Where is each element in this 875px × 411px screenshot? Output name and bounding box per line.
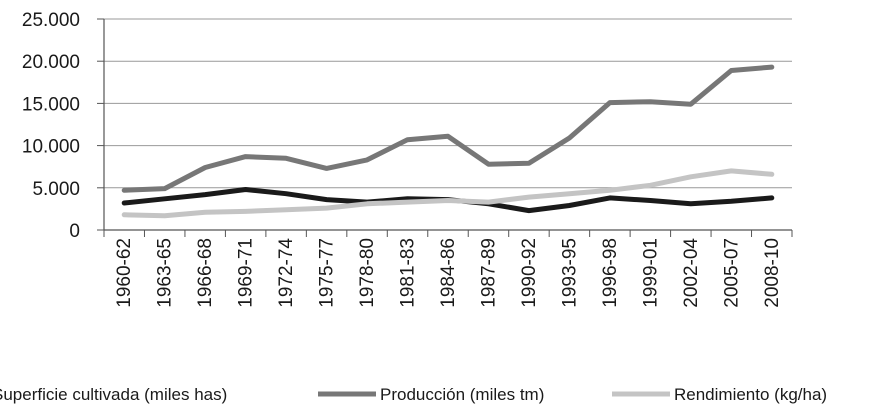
y-tick-label: 25.000 — [22, 10, 80, 31]
x-tick-label: 1966-68 — [195, 238, 216, 308]
series-line-3 — [121, 168, 775, 219]
series-lines — [121, 64, 775, 219]
x-tick-label: 2008-10 — [762, 238, 783, 308]
x-tick-label: 1990-92 — [519, 238, 540, 308]
x-tick-label: 1987-89 — [478, 238, 499, 308]
series-line-2 — [121, 64, 775, 193]
y-tick-label: 20.000 — [22, 52, 80, 73]
x-tick-label: 1993-95 — [559, 238, 580, 308]
x-tick-label: 1978-80 — [357, 238, 378, 308]
y-tick-label: 10.000 — [22, 137, 80, 158]
y-axis-ticks: 0 5.000 10.000 15.000 20.000 25.000 — [22, 10, 80, 242]
x-tick-label: 1969-71 — [236, 238, 257, 308]
gridlines — [104, 18, 792, 189]
legend-label: Producción (miles tm) — [380, 385, 544, 404]
x-tick-label: 1972-74 — [276, 238, 297, 308]
y-tick-label: 0 — [69, 221, 80, 242]
x-tick-label: 1963-65 — [155, 238, 176, 308]
x-tick-label: 1975-77 — [317, 238, 338, 308]
legend-label: Rendimiento (kg/ha) — [674, 385, 827, 404]
legend-label: Superficie cultivada (miles has) — [0, 385, 227, 404]
x-tick-label: 2002-04 — [681, 238, 702, 308]
x-tick-label: 1981-83 — [398, 238, 419, 308]
y-tick-label: 5.000 — [32, 179, 80, 200]
x-tick-label: 2005-07 — [721, 238, 742, 308]
x-tick-label: 1960-62 — [114, 238, 135, 308]
x-tick-label: 1984-86 — [438, 238, 459, 308]
x-tick-label: 1999-01 — [640, 238, 661, 308]
legend: Superficie cultivada (miles has) Producci… — [0, 385, 827, 404]
axes — [97, 18, 792, 231]
x-tick-label: 1996-98 — [600, 238, 621, 308]
x-axis-ticks: 1960-62 1963-65 1966-68 1969-71 1972-74 1975-… — [103, 230, 793, 308]
y-tick-label: 15.000 — [22, 94, 80, 115]
